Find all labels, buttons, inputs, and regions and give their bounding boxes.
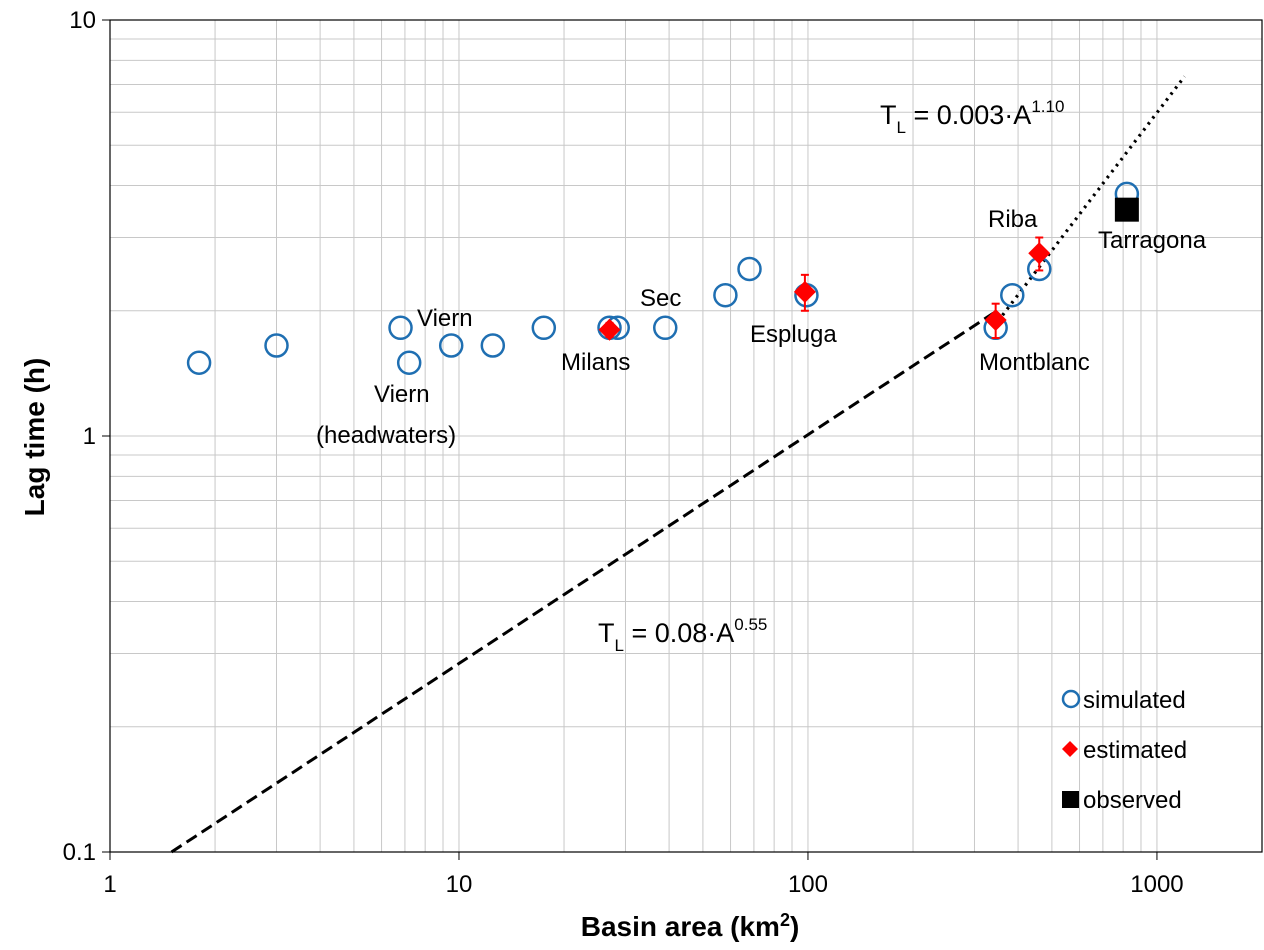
x-tick-label: 100 bbox=[788, 871, 828, 898]
y-tick-label: 1 bbox=[83, 423, 96, 450]
equation-upper: TL = 0.003·A1.10 bbox=[880, 97, 1064, 137]
legend-label-observed: observed bbox=[1083, 787, 1182, 814]
fit-line-dotted bbox=[992, 75, 1186, 329]
svg-text:TL = 0.08·A0.55: TL = 0.08·A0.55 bbox=[598, 615, 767, 655]
legend-marker-observed bbox=[1062, 791, 1079, 808]
equation-upper-mid: = 0.003·A bbox=[906, 100, 1031, 130]
fit-line-dashed bbox=[170, 311, 995, 854]
estimated-point bbox=[984, 309, 1007, 332]
simulated-point bbox=[186, 350, 212, 375]
annotation-riba: Riba bbox=[988, 206, 1038, 233]
annotation-milans: Milans bbox=[561, 349, 630, 376]
annotations: Viern Viern (headwaters) Milans Sec Espl… bbox=[316, 206, 1207, 449]
estimated-point bbox=[1028, 242, 1051, 265]
svg-text:TL = 0.003·A1.10: TL = 0.003·A1.10 bbox=[880, 97, 1064, 137]
equation-upper-base: T bbox=[880, 100, 897, 130]
observed-point bbox=[1114, 197, 1139, 222]
y-tick-label: 0.1 bbox=[63, 839, 96, 866]
simulated-point bbox=[264, 333, 289, 358]
annotation-tarragona: Tarragona bbox=[1098, 227, 1207, 254]
equation-lower-mid: = 0.08·A bbox=[624, 618, 734, 648]
annotation-espluga: Espluga bbox=[750, 321, 837, 348]
equation-lower-base: T bbox=[598, 618, 615, 648]
equation-lower-sup: 0.55 bbox=[734, 615, 767, 634]
data-points bbox=[186, 181, 1140, 375]
simulated-point bbox=[653, 315, 678, 341]
estimated-point bbox=[598, 318, 621, 341]
x-axis-title: Basin area (km2) bbox=[581, 910, 800, 942]
x-tick-label: 1 bbox=[103, 871, 116, 898]
legend-label-estimated: estimated bbox=[1083, 737, 1187, 764]
simulated-point bbox=[713, 282, 738, 308]
annotation-viern-headwaters: (headwaters) bbox=[316, 422, 456, 449]
equation-lower-sub: L bbox=[615, 636, 624, 655]
simulated-point bbox=[388, 315, 413, 341]
axis-ticks: 1 10 100 1000 0.1 1 10 bbox=[63, 7, 1184, 898]
simulated-point bbox=[531, 315, 557, 341]
equation-lower: TL = 0.08·A0.55 bbox=[598, 615, 767, 655]
y-tick-label: 10 bbox=[69, 7, 96, 34]
simulated-point bbox=[737, 256, 762, 282]
legend-label-simulated: simulated bbox=[1083, 687, 1186, 714]
legend-marker-estimated bbox=[1062, 741, 1078, 757]
legend-marker-simulated bbox=[1061, 689, 1081, 709]
estimated-point bbox=[793, 280, 816, 303]
annotation-viern-headwaters-name: Viern bbox=[374, 381, 430, 408]
simulated-point bbox=[438, 333, 464, 358]
legend: simulated estimated observed bbox=[1061, 687, 1187, 814]
equation-upper-sup: 1.10 bbox=[1031, 97, 1064, 116]
simulated-point bbox=[396, 350, 422, 375]
x-tick-label: 10 bbox=[446, 871, 473, 898]
fit-lines bbox=[170, 75, 1186, 854]
annotation-sec: Sec bbox=[640, 285, 681, 312]
simulated-point bbox=[480, 333, 506, 358]
grid-lines bbox=[110, 20, 1263, 852]
simulated-point bbox=[1000, 282, 1025, 308]
x-tick-label: 1000 bbox=[1130, 871, 1183, 898]
annotation-montblanc: Montblanc bbox=[979, 349, 1090, 376]
equation-upper-sub: L bbox=[897, 118, 906, 137]
y-axis-title: Lag time (h) bbox=[19, 358, 50, 517]
annotation-viern: Viern bbox=[417, 305, 473, 332]
